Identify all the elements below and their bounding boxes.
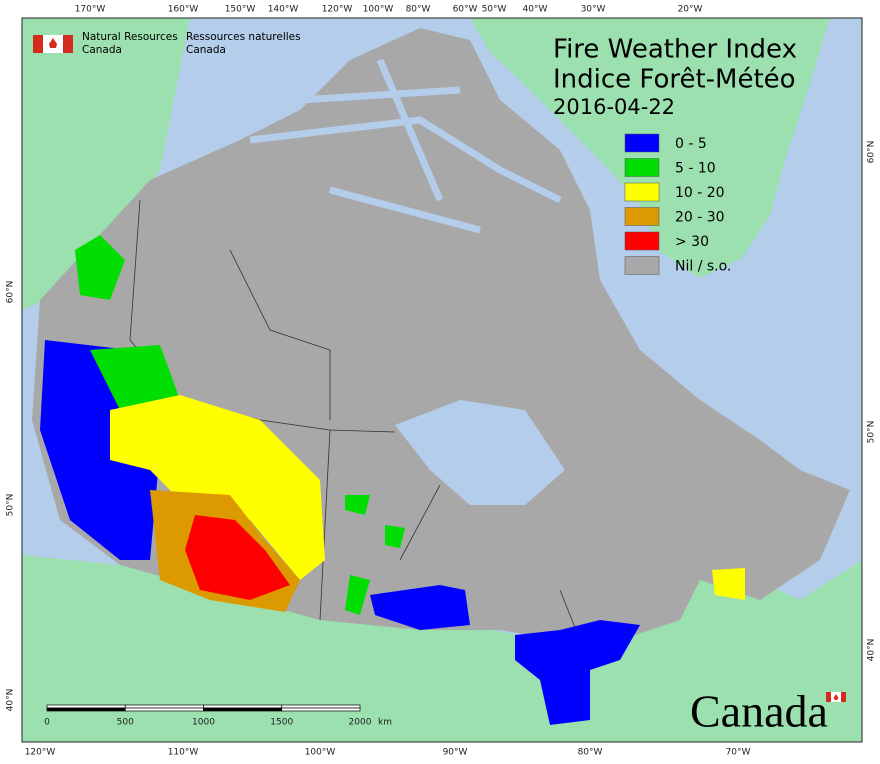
graticule-labels: 170°W 160°W 150°W 140°W 120°W 100°W 80°W 60°W 50… (6, 5, 877, 758)
top-lon-label: 160°W (168, 5, 199, 15)
right-lat-label: 60°N (867, 141, 877, 164)
scale-segment (46, 707, 126, 712)
top-lon-label: 140°W (268, 5, 299, 15)
wordmark: Canada (690, 686, 828, 737)
legend-swatch (624, 231, 660, 251)
legend-label: > 30 (675, 234, 709, 250)
bottom-lon-label: 90°W (443, 748, 468, 758)
legend-swatch (624, 158, 660, 177)
zone-5-10 (75, 235, 405, 615)
flag-bar (841, 692, 846, 702)
top-lon-label: 80°W (406, 5, 431, 15)
left-lat-label: 60°N (6, 281, 16, 304)
scale-bar: 0 500 1000 1500 2000 km (44, 704, 392, 728)
legend-label: 20 - 30 (675, 210, 725, 226)
map-frame (21, 17, 863, 743)
agency-fr: Canada (186, 44, 226, 56)
scale-label: 1500 (270, 718, 293, 728)
agency-en: Canada (82, 44, 122, 56)
scale-label: 0 (44, 718, 50, 728)
top-lon-label: 120°W (322, 5, 353, 15)
left-lat-label: 50°N (6, 494, 16, 517)
scale-segment (124, 704, 204, 709)
bottom-lon-label: 80°W (578, 748, 603, 758)
hudson-bay (395, 400, 565, 505)
bottom-lon-label: 110°W (168, 748, 199, 758)
legend-label: 10 - 20 (675, 185, 725, 201)
flag-leaf (49, 38, 57, 48)
flag-leaf (833, 694, 839, 700)
scale-unit: km (378, 718, 392, 728)
scale-segment (124, 707, 204, 712)
legend-label: 0 - 5 (675, 136, 707, 152)
scale-segment (281, 704, 361, 709)
fire-zones (40, 235, 745, 725)
map-body (22, 18, 862, 742)
date: 2016-04-22 (553, 95, 675, 119)
zone-10-20 (110, 395, 745, 600)
legend-swatch (624, 182, 660, 202)
alaska (22, 18, 190, 310)
scale-segment (203, 704, 283, 709)
top-lon-label: 30°W (581, 5, 606, 15)
title: Indice Forêt-Météo (553, 65, 796, 95)
wordmark-flag (826, 692, 846, 702)
top-lon-label: 100°W (363, 5, 394, 15)
left-lat-label: 40°N (6, 689, 16, 712)
agency-en: Natural Resources (82, 31, 178, 43)
top-lon-label: 20°W (678, 5, 703, 15)
legend-label: Nil / s.o. (675, 259, 731, 275)
right-lat-label: 40°N (867, 639, 877, 662)
top-lon-label: 170°W (75, 5, 106, 15)
zone-0-5-east (370, 585, 640, 725)
flag-bar (63, 35, 73, 53)
scale-segment (281, 707, 361, 712)
top-lon-label: 50°W (482, 5, 507, 15)
zone-over-30 (185, 515, 290, 600)
right-lat-label: 50°N (867, 421, 877, 444)
top-lon-label: 40°W (523, 5, 548, 15)
bottom-lon-label: 100°W (305, 748, 336, 758)
scale-segment (46, 704, 126, 709)
agency-signature: Natural Resources Canada Ressources natu… (33, 31, 301, 56)
scale-label: 2000 (349, 718, 372, 728)
bottom-lon-label: 70°W (726, 748, 751, 758)
scale-label: 500 (117, 718, 134, 728)
top-lon-label: 150°W (225, 5, 256, 15)
flag-bar (826, 692, 831, 702)
agency-fr: Ressources naturelles (186, 31, 301, 43)
scale-segment (203, 707, 283, 712)
legend-swatch (624, 256, 660, 275)
legend-swatch (624, 133, 660, 153)
bottom-lon-label: 120°W (25, 748, 56, 758)
legend-label: 5 - 10 (675, 161, 716, 177)
flag-bar (33, 35, 43, 53)
top-lon-label: 60°W (453, 5, 478, 15)
scale-label: 1000 (192, 718, 215, 728)
title: Fire Weather Index (553, 35, 797, 65)
legend-swatch (624, 207, 660, 226)
arctic-channels (249, 58, 562, 234)
legend: 0 - 5 5 - 10 10 - 20 20 - 30 > 30 Nil / s.o. (624, 133, 731, 275)
